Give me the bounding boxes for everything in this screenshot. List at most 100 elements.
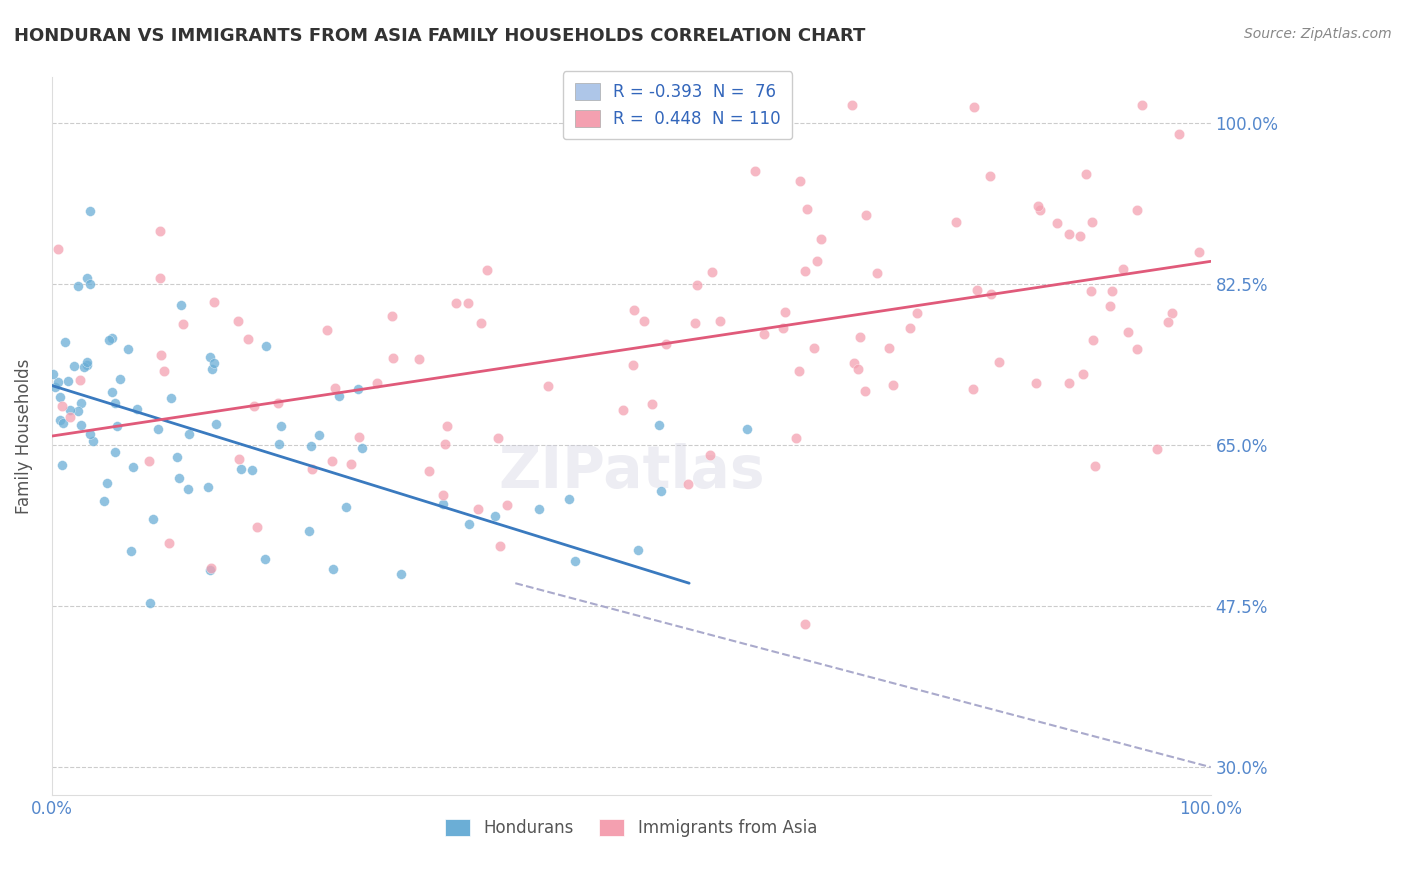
- Point: [1125, 343, 1147, 357]
- Point: [200, 362, 222, 376]
- Point: [138, 453, 160, 467]
- Point: [641, 397, 664, 411]
- Point: [59, 409, 82, 424]
- Point: [52, 417, 75, 431]
- Point: [202, 295, 225, 310]
- Point: [70, 396, 93, 410]
- Point: [122, 460, 145, 475]
- Point: [621, 358, 644, 372]
- Point: [418, 464, 440, 478]
- Point: [267, 396, 290, 410]
- Point: [100, 331, 122, 345]
- Point: [139, 596, 162, 610]
- Point: [1116, 325, 1139, 339]
- Point: [803, 341, 825, 355]
- Point: [254, 552, 277, 566]
- Point: [104, 444, 127, 458]
- Point: [1161, 306, 1184, 320]
- Point: [699, 449, 721, 463]
- Point: [1074, 167, 1097, 181]
- Point: [1080, 284, 1102, 298]
- Point: [41, 367, 63, 381]
- Point: [70, 418, 93, 433]
- Point: [433, 437, 456, 451]
- Point: [238, 332, 260, 346]
- Point: [842, 355, 865, 369]
- Point: [127, 402, 149, 417]
- Point: [1112, 262, 1135, 277]
- Point: [51, 400, 73, 414]
- Point: [169, 471, 191, 485]
- Point: [79, 277, 101, 291]
- Point: [382, 351, 405, 366]
- Point: [1168, 127, 1191, 141]
- Point: [254, 339, 277, 353]
- Point: [198, 563, 221, 577]
- Point: [882, 377, 904, 392]
- Point: [1157, 315, 1180, 329]
- Point: [484, 509, 506, 524]
- Point: [93, 493, 115, 508]
- Point: [120, 544, 142, 558]
- Point: [67, 278, 90, 293]
- Point: [79, 427, 101, 442]
- Point: [301, 462, 323, 476]
- Point: [328, 389, 350, 403]
- Point: [172, 318, 194, 332]
- Point: [159, 391, 181, 405]
- Point: [205, 417, 228, 431]
- Point: [1099, 299, 1122, 313]
- Point: [243, 399, 266, 413]
- Point: [347, 430, 370, 444]
- Point: [352, 441, 374, 455]
- Point: [1126, 202, 1149, 217]
- Point: [315, 323, 337, 337]
- Point: [793, 616, 815, 631]
- Point: [51, 458, 73, 473]
- Point: [76, 355, 98, 369]
- Text: HONDURAN VS IMMIGRANTS FROM ASIA FAMILY HOUSEHOLDS CORRELATION CHART: HONDURAN VS IMMIGRANTS FROM ASIA FAMILY …: [14, 27, 866, 45]
- Point: [267, 437, 290, 451]
- Point: [246, 519, 269, 533]
- Point: [321, 453, 343, 467]
- Point: [96, 476, 118, 491]
- Point: [470, 316, 492, 330]
- Point: [200, 350, 222, 364]
- Point: [650, 483, 672, 498]
- Point: [744, 164, 766, 178]
- Point: [322, 562, 344, 576]
- Point: [197, 480, 219, 494]
- Point: [146, 422, 169, 436]
- Point: [226, 314, 249, 328]
- Point: [789, 364, 811, 378]
- Point: [458, 516, 481, 531]
- Point: [980, 287, 1002, 301]
- Point: [966, 283, 988, 297]
- Point: [486, 431, 509, 445]
- Point: [1057, 376, 1080, 390]
- Point: [117, 342, 139, 356]
- Point: [76, 358, 98, 372]
- Point: [686, 277, 709, 292]
- Point: [66, 404, 89, 418]
- Point: [323, 381, 346, 395]
- Point: [627, 543, 650, 558]
- Point: [648, 418, 671, 433]
- Point: [149, 224, 172, 238]
- Point: [612, 403, 634, 417]
- Point: [49, 391, 72, 405]
- Point: [228, 452, 250, 467]
- Point: [848, 330, 870, 344]
- Point: [142, 512, 165, 526]
- Point: [308, 428, 330, 442]
- Point: [754, 327, 776, 342]
- Point: [709, 314, 731, 328]
- Point: [59, 403, 82, 417]
- Point: [866, 267, 889, 281]
- Point: [149, 348, 172, 362]
- Point: [806, 254, 828, 268]
- Point: [1025, 376, 1047, 391]
- Point: [73, 359, 96, 374]
- Point: [772, 321, 794, 335]
- Point: [1188, 245, 1211, 260]
